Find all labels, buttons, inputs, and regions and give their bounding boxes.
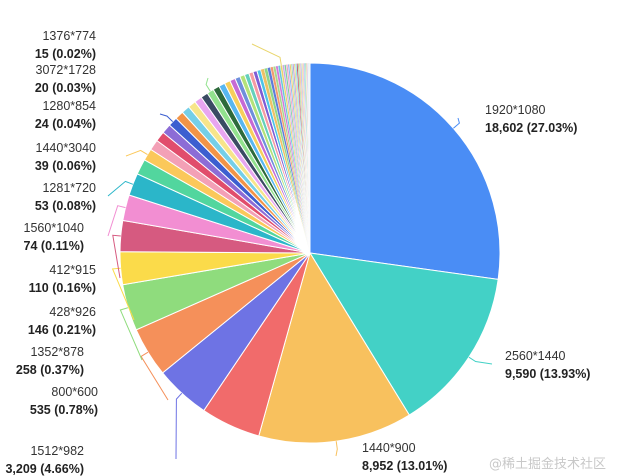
slice-label-value: 3,209 (4.66%)	[5, 462, 84, 476]
slice-label-value: 15 (0.02%)	[35, 47, 96, 61]
slice-label-name: 1376*774	[42, 29, 96, 43]
slice-label-name: 1352*878	[30, 345, 84, 359]
label-leader-line	[175, 392, 183, 460]
slice-label-value: 18,602 (27.03%)	[485, 121, 577, 135]
slice-label-value: 110 (0.16%)	[29, 281, 96, 295]
slice-label-value: 24 (0.04%)	[35, 117, 96, 131]
label-leader-line	[468, 356, 493, 365]
slice-label-name: 1281*720	[42, 181, 96, 195]
slice-label-name: 1440*900	[362, 441, 416, 455]
slice-label-value: 146 (0.21%)	[28, 323, 96, 337]
label-leader-line	[140, 351, 169, 401]
pie-slice[interactable]	[258, 251, 410, 444]
pie-slice[interactable]	[309, 252, 499, 416]
slice-label-name: 800*600	[51, 385, 98, 399]
slice-label-value: 8,952 (13.01%)	[362, 459, 447, 473]
slice-label-name: 1440*3040	[36, 141, 97, 155]
slice-label-name: 2560*1440	[505, 349, 566, 363]
pie-slice[interactable]	[309, 62, 501, 280]
pie-slices	[119, 62, 501, 444]
slice-label-value: 20 (0.03%)	[35, 81, 96, 95]
slice-label-value: 39 (0.06%)	[35, 159, 96, 173]
pie-labels: 1920*1080 18,602 (27.03%) 2560*1440 9,590 (…	[5, 29, 590, 476]
slice-label-name: 428*926	[49, 305, 96, 319]
slice-label-value: 53 (0.08%)	[35, 199, 96, 213]
slice-label-name: 1560*1040	[24, 221, 85, 235]
slice-label-value: 535 (0.78%)	[30, 403, 98, 417]
label-leader-line	[119, 307, 143, 361]
slice-label-value: 74 (0.11%)	[24, 239, 84, 253]
slice-label-name: 1280*854	[42, 99, 96, 113]
slice-label-name: 1920*1080	[485, 103, 546, 117]
label-leader-line	[251, 43, 282, 66]
label-leader-line	[107, 180, 134, 197]
label-leader-line	[159, 113, 174, 122]
label-leader-line	[205, 77, 211, 92]
label-leader-line	[107, 205, 126, 237]
watermark-text: @稀土掘金技术社区	[488, 457, 606, 472]
slice-label-name: 1512*982	[30, 444, 84, 458]
slice-label-value: 9,590 (13.93%)	[505, 367, 590, 381]
slice-label-name: 3072*1728	[36, 63, 97, 77]
label-leader-line	[125, 149, 148, 157]
label-leader-line	[453, 117, 460, 129]
label-leader-line	[112, 234, 121, 279]
slice-label-name: 412*915	[49, 263, 96, 277]
slice-label-value: 258 (0.37%)	[16, 363, 84, 377]
label-leader-line	[335, 441, 338, 457]
